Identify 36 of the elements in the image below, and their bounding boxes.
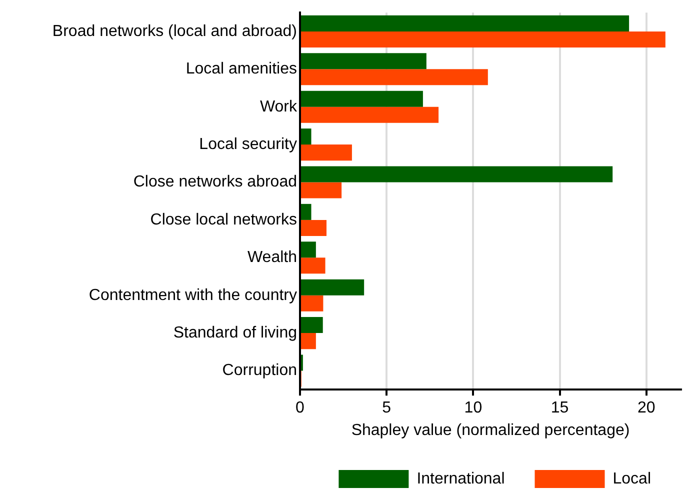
y-tick-label: Standard of living	[173, 324, 297, 342]
bar	[301, 31, 666, 48]
x-tick-label: 0	[296, 400, 305, 417]
bar	[301, 144, 352, 161]
bar	[301, 333, 316, 350]
y-tick-label: Corruption	[222, 362, 297, 380]
bar	[301, 295, 324, 312]
y-tick-label: Wealth	[247, 249, 297, 266]
bar	[301, 279, 364, 296]
y-tick-label: Broad networks (local and abroad)	[52, 22, 297, 40]
bar	[301, 204, 312, 220]
x-tick-label: 5	[382, 400, 392, 417]
x-axis-title: Shapley value (normalized percentage)	[351, 422, 630, 439]
bar	[301, 317, 323, 334]
y-tick-label: Local security	[199, 136, 297, 153]
bar	[301, 15, 630, 32]
bar	[301, 242, 316, 258]
y-tick-label: Local amenities	[186, 60, 297, 78]
legend-label: International	[416, 470, 505, 488]
bar	[301, 53, 426, 70]
bar	[301, 128, 312, 145]
x-tick-label: 20	[637, 400, 656, 417]
bar	[301, 90, 423, 107]
bar	[301, 220, 326, 236]
y-tick-label: Work	[260, 98, 298, 116]
bar	[301, 182, 342, 198]
bar	[301, 69, 488, 86]
x-tick-label: 10	[464, 400, 482, 417]
bar	[301, 166, 613, 182]
legend-label: Local	[612, 470, 651, 488]
bar	[301, 106, 439, 123]
y-tick-label: Contentment with the country	[88, 286, 297, 304]
x-tick-label: 15	[550, 400, 569, 417]
bar	[301, 258, 326, 274]
y-tick-label: Close local networks	[150, 211, 297, 228]
y-tick-label: Close networks abroad	[133, 174, 297, 191]
